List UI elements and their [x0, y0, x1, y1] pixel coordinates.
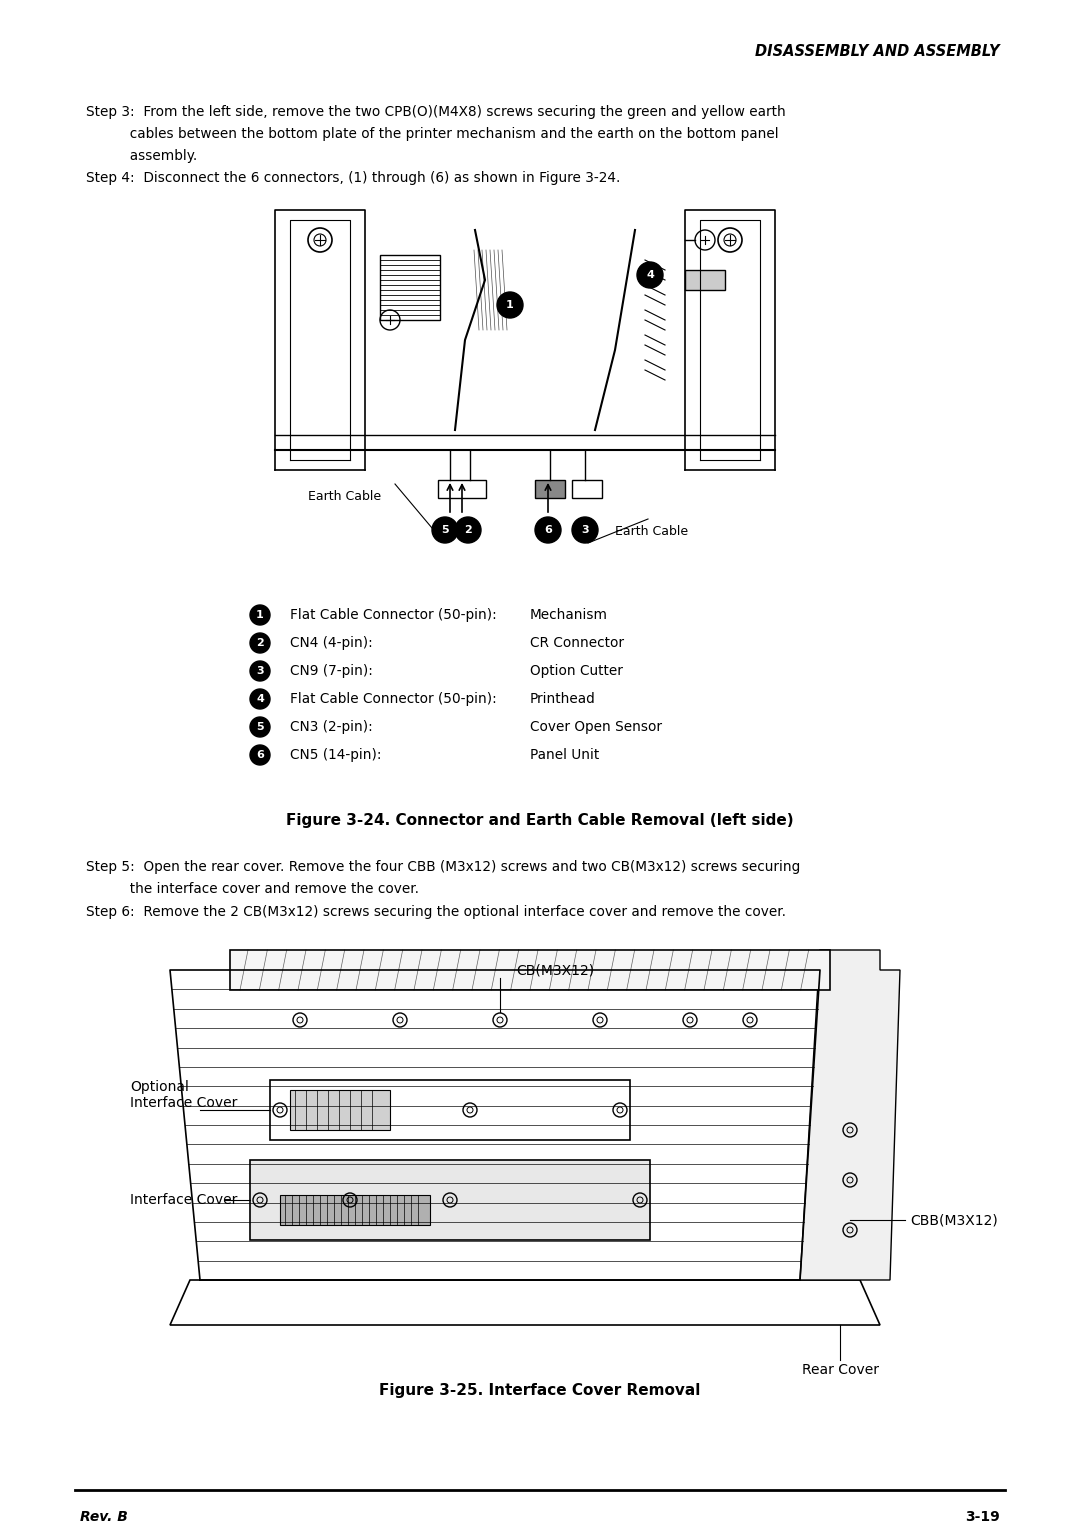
Text: Figure 3-25. Interface Cover Removal: Figure 3-25. Interface Cover Removal: [379, 1383, 701, 1398]
Text: 1: 1: [507, 299, 514, 310]
Text: 3: 3: [256, 666, 264, 675]
Bar: [270, 1080, 630, 1140]
Circle shape: [249, 689, 270, 709]
Bar: [249, 1160, 650, 1241]
Text: CN9 (7-pin):: CN9 (7-pin):: [291, 665, 373, 678]
FancyBboxPatch shape: [255, 200, 795, 530]
Text: cables between the bottom plate of the printer mechanism and the earth on the bo: cables between the bottom plate of the p…: [86, 127, 779, 141]
Text: 2: 2: [464, 526, 472, 535]
Text: Cover Open Sensor: Cover Open Sensor: [530, 720, 662, 733]
Bar: [230, 950, 831, 990]
Text: 5: 5: [442, 526, 449, 535]
Text: Step 6:  Remove the 2 CB(M3x12) screws securing the optional interface cover and: Step 6: Remove the 2 CB(M3x12) screws se…: [86, 905, 786, 918]
Text: Earth Cable: Earth Cable: [308, 490, 381, 503]
Text: Step 4:  Disconnect the 6 connectors, (1) through (6) as shown in Figure 3-24.: Step 4: Disconnect the 6 connectors, (1)…: [86, 171, 620, 185]
Polygon shape: [800, 950, 900, 1280]
Text: Optional
Interface Cover: Optional Interface Cover: [130, 1080, 238, 1111]
Bar: [572, 480, 602, 498]
Text: CR Connector: CR Connector: [530, 636, 624, 649]
Text: 3: 3: [581, 526, 589, 535]
Text: 4: 4: [646, 270, 653, 280]
Bar: [535, 480, 565, 498]
Circle shape: [497, 292, 523, 318]
Text: DISASSEMBLY AND ASSEMBLY: DISASSEMBLY AND ASSEMBLY: [755, 44, 1000, 60]
Bar: [438, 480, 486, 498]
Text: Option Cutter: Option Cutter: [530, 665, 623, 678]
Text: Rev. B: Rev. B: [80, 1510, 127, 1523]
Text: Step 5:  Open the rear cover. Remove the four CBB (M3x12) screws and two CB(M3x1: Step 5: Open the rear cover. Remove the …: [86, 860, 800, 874]
Text: CN4 (4-pin):: CN4 (4-pin):: [291, 636, 373, 649]
Circle shape: [455, 516, 481, 542]
Polygon shape: [170, 1280, 880, 1325]
Circle shape: [249, 605, 270, 625]
Text: Printhead: Printhead: [530, 692, 596, 706]
Text: the interface cover and remove the cover.: the interface cover and remove the cover…: [86, 882, 419, 895]
Circle shape: [637, 261, 663, 287]
Text: Mechanism: Mechanism: [530, 608, 608, 622]
Text: Earth Cable: Earth Cable: [615, 526, 688, 538]
Circle shape: [572, 516, 598, 542]
Text: CB(M3X12): CB(M3X12): [516, 963, 594, 976]
Text: Flat Cable Connector (50-pin):: Flat Cable Connector (50-pin):: [291, 692, 497, 706]
Bar: [280, 1195, 430, 1225]
Circle shape: [249, 717, 270, 736]
Bar: [685, 270, 725, 290]
Bar: [291, 1089, 390, 1131]
Text: 2: 2: [256, 639, 264, 648]
Text: Interface Cover: Interface Cover: [130, 1193, 238, 1207]
Text: Rear Cover: Rear Cover: [801, 1363, 878, 1377]
Text: CN5 (14-pin):: CN5 (14-pin):: [291, 749, 381, 762]
Text: CN3 (2-pin):: CN3 (2-pin):: [291, 720, 373, 733]
Text: 5: 5: [256, 723, 264, 732]
Text: assembly.: assembly.: [86, 150, 198, 163]
Text: Step 3:  From the left side, remove the two CPB(O)(M4X8) screws securing the gre: Step 3: From the left side, remove the t…: [86, 105, 786, 119]
Text: Flat Cable Connector (50-pin):: Flat Cable Connector (50-pin):: [291, 608, 497, 622]
Circle shape: [249, 746, 270, 766]
Text: CBB(M3X12): CBB(M3X12): [910, 1213, 998, 1227]
Text: Panel Unit: Panel Unit: [530, 749, 599, 762]
Bar: [380, 255, 440, 319]
Text: 4: 4: [256, 694, 264, 704]
Text: 1: 1: [256, 610, 264, 620]
Text: Figure 3-24. Connector and Earth Cable Removal (left side): Figure 3-24. Connector and Earth Cable R…: [286, 813, 794, 828]
Circle shape: [432, 516, 458, 542]
Text: 6: 6: [544, 526, 552, 535]
Text: 3-19: 3-19: [966, 1510, 1000, 1523]
Circle shape: [249, 662, 270, 681]
Circle shape: [535, 516, 561, 542]
Text: 6: 6: [256, 750, 264, 759]
Circle shape: [249, 633, 270, 652]
